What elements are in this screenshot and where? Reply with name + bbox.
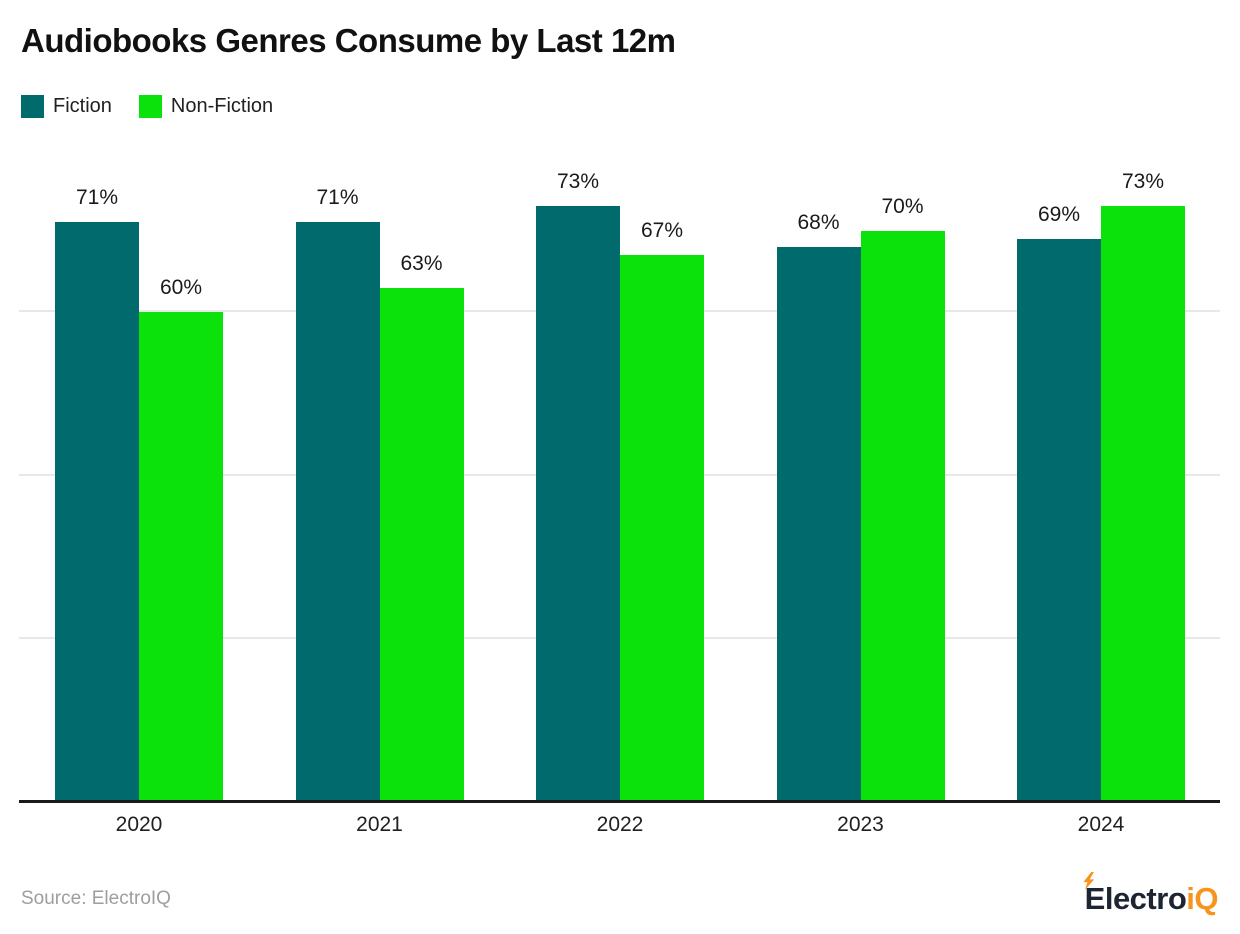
plot-area: 71% 60% 71% 63% 73% 67% 68% 70% 69% 73% [0, 149, 1240, 802]
chart-title: Audiobooks Genres Consume by Last 12m [21, 22, 676, 59]
bar-value-label: 63% [400, 251, 443, 275]
legend-swatch-fiction [21, 95, 44, 118]
x-axis-label-2020: 2020 [115, 813, 163, 836]
legend-label: Fiction [53, 95, 112, 117]
bar-value-label: 60% [159, 276, 203, 300]
legend-item-non-fiction: Non-Fiction [138, 95, 274, 118]
bar-fiction-2021: 71% [295, 186, 380, 802]
bar-value-label: 67% [640, 219, 684, 243]
legend-swatch-non-fiction [138, 95, 162, 118]
x-axis-labels: 2020 2021 2022 2023 2024 [55, 813, 1185, 837]
x-axis-label-2022: 2022 [596, 813, 644, 836]
bar-fiction-2020: 71% [55, 186, 139, 802]
bar-value-label: 71% [316, 186, 359, 210]
bar-non-fiction-2022: 67% [620, 219, 704, 802]
legend: Fiction Non-Fiction [21, 95, 273, 118]
lightning-bolt-icon [1083, 872, 1094, 890]
bar-value-label: 68% [797, 210, 840, 234]
bar-fiction-2023: 68% [776, 211, 861, 802]
logo-text-iq: iQ [1186, 881, 1218, 916]
bar-non-fiction-2024: 73% [1101, 170, 1185, 802]
bar-groups: 71% 60% 71% 63% 73% 67% 68% 70% 69% 73% [55, 149, 1185, 802]
x-axis-label-2021: 2021 [356, 813, 403, 836]
bar-group-2021: 71% 63% [295, 149, 464, 802]
bar-value-label: 70% [881, 194, 924, 218]
footer: Source: ElectroIQ ElectroiQ [21, 872, 1218, 922]
bar-non-fiction-2021: 63% [379, 252, 464, 802]
bar-non-fiction-2023: 70% [860, 195, 945, 802]
electroiq-logo: ElectroiQ [1083, 872, 1218, 917]
bar-group-2020: 71% 60% [55, 149, 223, 802]
legend-item-fiction: Fiction [21, 95, 112, 118]
bar-fiction-2022: 73% [536, 170, 620, 802]
bar-value-label: 73% [556, 170, 600, 194]
bar-group-2022: 73% 67% [536, 149, 704, 802]
bar-value-label: 69% [1037, 202, 1081, 226]
x-axis-label-2023: 2023 [837, 813, 884, 836]
bar-group-2024: 69% 73% [1017, 149, 1185, 802]
bar-non-fiction-2020: 60% [139, 276, 223, 802]
x-axis-line [19, 800, 1220, 803]
bar-value-label: 71% [75, 186, 119, 210]
x-axis-label-2024: 2024 [1077, 813, 1125, 836]
source-text: Source: ElectroIQ [21, 888, 171, 909]
logo-text-electro: Electro [1084, 881, 1187, 916]
bar-value-label: 73% [1121, 170, 1165, 194]
bar-group-2023: 68% 70% [776, 149, 945, 802]
bar-fiction-2024: 69% [1017, 203, 1101, 802]
legend-label: Non-Fiction [170, 95, 274, 117]
